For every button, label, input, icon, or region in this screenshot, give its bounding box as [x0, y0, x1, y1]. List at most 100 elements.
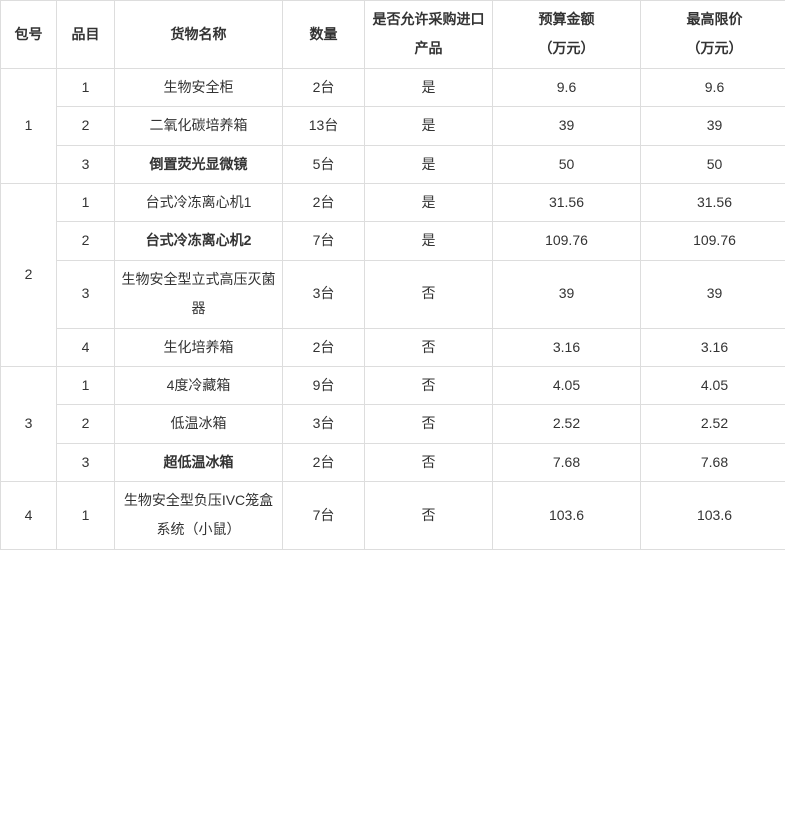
table-row: 4 1 生物安全型负压IVC笼盒 系统（小鼠） 7台 否 103.6 103.6 [1, 482, 785, 550]
table-row: 3 1 4度冷藏箱 9台 否 4.05 4.05 [1, 366, 785, 404]
cell-package-no: 1 [1, 68, 57, 183]
cell-quantity: 2台 [283, 68, 365, 106]
cell-allow-imported: 否 [365, 366, 493, 404]
cell-allow-imported: 否 [365, 260, 493, 328]
cell-max-price: 103.6 [641, 482, 785, 550]
cell-allow-imported: 是 [365, 222, 493, 260]
col-budget-line1: 预算金额 [539, 11, 595, 27]
col-allow-imported-line2: 产品 [415, 40, 443, 56]
cell-goods-name-line1: 生物安全型立式高压灭菌 [122, 271, 276, 287]
table-row: 4 生化培养箱 2台 否 3.16 3.16 [1, 328, 785, 366]
cell-item-no: 3 [57, 145, 115, 183]
cell-goods-name: 生物安全型负压IVC笼盒 系统（小鼠） [115, 482, 283, 550]
cell-quantity: 3台 [283, 260, 365, 328]
cell-item-no: 1 [57, 366, 115, 404]
cell-budget-amount: 103.6 [493, 482, 641, 550]
cell-item-no: 2 [57, 405, 115, 443]
cell-item-no: 3 [57, 260, 115, 328]
table-row: 2 低温冰箱 3台 否 2.52 2.52 [1, 405, 785, 443]
cell-quantity: 9台 [283, 366, 365, 404]
cell-goods-name-line2: 系统（小鼠） [157, 521, 241, 537]
cell-max-price: 31.56 [641, 183, 785, 221]
cell-quantity: 13台 [283, 107, 365, 145]
table-row: 3 倒置荧光显微镜 5台 是 50 50 [1, 145, 785, 183]
cell-goods-name-line1: 生物安全型负压IVC笼盒 [124, 492, 273, 508]
table-row: 2 台式冷冻离心机2 7台 是 109.76 109.76 [1, 222, 785, 260]
cell-item-no: 1 [57, 183, 115, 221]
cell-allow-imported: 是 [365, 183, 493, 221]
cell-goods-name: 台式冷冻离心机1 [115, 183, 283, 221]
cell-max-price: 2.52 [641, 405, 785, 443]
cell-quantity: 3台 [283, 405, 365, 443]
cell-budget-amount: 31.56 [493, 183, 641, 221]
cell-budget-amount: 39 [493, 107, 641, 145]
table-header-row: 包号 品目 货物名称 数量 是否允许采购进口 产品 预算金额 （万元） 最高限价… [1, 1, 785, 69]
procurement-table: 包号 品目 货物名称 数量 是否允许采购进口 产品 预算金额 （万元） 最高限价… [0, 0, 785, 550]
col-item-no: 品目 [57, 1, 115, 69]
cell-item-no: 2 [57, 107, 115, 145]
col-max-line2: （万元） [687, 40, 743, 56]
cell-budget-amount: 39 [493, 260, 641, 328]
cell-max-price: 109.76 [641, 222, 785, 260]
table-row: 2 二氧化碳培养箱 13台 是 39 39 [1, 107, 785, 145]
col-allow-imported: 是否允许采购进口 产品 [365, 1, 493, 69]
cell-item-no: 1 [57, 482, 115, 550]
cell-allow-imported: 是 [365, 68, 493, 106]
cell-package-no: 4 [1, 482, 57, 550]
cell-quantity: 7台 [283, 482, 365, 550]
cell-budget-amount: 109.76 [493, 222, 641, 260]
cell-quantity: 5台 [283, 145, 365, 183]
col-package-no: 包号 [1, 1, 57, 69]
col-allow-imported-line1: 是否允许采购进口 [373, 11, 485, 27]
cell-budget-amount: 3.16 [493, 328, 641, 366]
cell-goods-name: 生物安全型立式高压灭菌 器 [115, 260, 283, 328]
cell-package-no: 3 [1, 366, 57, 481]
cell-budget-amount: 4.05 [493, 366, 641, 404]
cell-budget-amount: 7.68 [493, 443, 641, 481]
cell-allow-imported: 否 [365, 443, 493, 481]
cell-max-price: 50 [641, 145, 785, 183]
cell-allow-imported: 否 [365, 328, 493, 366]
cell-max-price: 39 [641, 107, 785, 145]
table-row: 2 1 台式冷冻离心机1 2台 是 31.56 31.56 [1, 183, 785, 221]
cell-budget-amount: 9.6 [493, 68, 641, 106]
col-quantity: 数量 [283, 1, 365, 69]
cell-goods-name-line2: 器 [192, 300, 206, 316]
table-row: 3 超低温冰箱 2台 否 7.68 7.68 [1, 443, 785, 481]
cell-quantity: 2台 [283, 443, 365, 481]
cell-goods-name: 二氧化碳培养箱 [115, 107, 283, 145]
cell-budget-amount: 50 [493, 145, 641, 183]
cell-item-no: 1 [57, 68, 115, 106]
cell-quantity: 2台 [283, 328, 365, 366]
col-max-line1: 最高限价 [687, 11, 743, 27]
cell-goods-name: 生物安全柜 [115, 68, 283, 106]
cell-budget-amount: 2.52 [493, 405, 641, 443]
cell-quantity: 2台 [283, 183, 365, 221]
cell-max-price: 7.68 [641, 443, 785, 481]
cell-item-no: 3 [57, 443, 115, 481]
cell-item-no: 4 [57, 328, 115, 366]
cell-allow-imported: 是 [365, 145, 493, 183]
cell-goods-name: 低温冰箱 [115, 405, 283, 443]
cell-max-price: 9.6 [641, 68, 785, 106]
table-body: 1 1 生物安全柜 2台 是 9.6 9.6 2 二氧化碳培养箱 13台 是 3… [1, 68, 785, 549]
cell-goods-name: 超低温冰箱 [115, 443, 283, 481]
table-row: 1 1 生物安全柜 2台 是 9.6 9.6 [1, 68, 785, 106]
cell-goods-name: 4度冷藏箱 [115, 366, 283, 404]
cell-allow-imported: 否 [365, 482, 493, 550]
cell-goods-name: 台式冷冻离心机2 [115, 222, 283, 260]
cell-item-no: 2 [57, 222, 115, 260]
cell-allow-imported: 是 [365, 107, 493, 145]
cell-allow-imported: 否 [365, 405, 493, 443]
cell-max-price: 39 [641, 260, 785, 328]
col-budget-line2: （万元） [539, 40, 595, 56]
cell-quantity: 7台 [283, 222, 365, 260]
cell-goods-name: 生化培养箱 [115, 328, 283, 366]
col-goods-name: 货物名称 [115, 1, 283, 69]
cell-goods-name: 倒置荧光显微镜 [115, 145, 283, 183]
col-max-price: 最高限价 （万元） [641, 1, 785, 69]
table-row: 3 生物安全型立式高压灭菌 器 3台 否 39 39 [1, 260, 785, 328]
cell-max-price: 3.16 [641, 328, 785, 366]
cell-package-no: 2 [1, 183, 57, 366]
cell-max-price: 4.05 [641, 366, 785, 404]
